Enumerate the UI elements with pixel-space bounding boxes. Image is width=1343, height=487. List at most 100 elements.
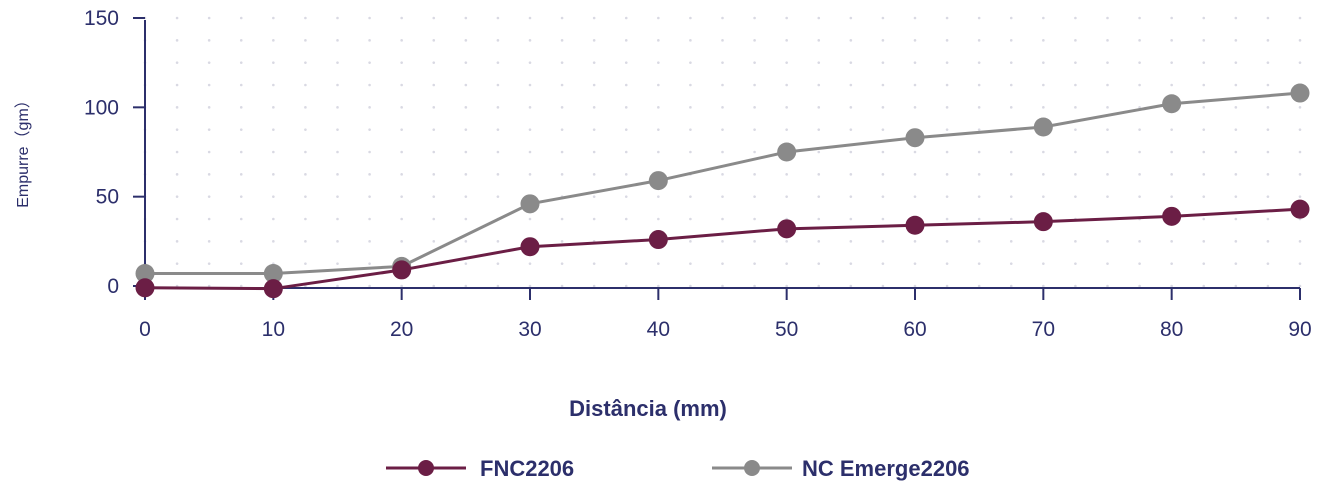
grid-dot bbox=[849, 61, 853, 64]
grid-dot bbox=[881, 128, 885, 131]
grid-dot bbox=[1202, 262, 1206, 265]
grid-dot bbox=[977, 195, 981, 198]
grid-dot bbox=[753, 195, 756, 198]
x-tick-label: 50 bbox=[775, 318, 798, 341]
grid-dot bbox=[368, 195, 371, 198]
grid-dot bbox=[400, 284, 403, 288]
grid-dot bbox=[945, 284, 949, 288]
data-point bbox=[520, 194, 540, 214]
grid-dot bbox=[1138, 284, 1141, 288]
grid-dot bbox=[881, 240, 885, 243]
grid-dot bbox=[753, 128, 756, 131]
grid-dot bbox=[560, 262, 564, 265]
grid-dot bbox=[1106, 173, 1109, 176]
grid-dot bbox=[207, 61, 211, 64]
grid-dot bbox=[753, 284, 756, 288]
grid-dot bbox=[721, 217, 724, 221]
grid-dot bbox=[592, 83, 596, 87]
grid-dot bbox=[689, 83, 692, 87]
grid-dot bbox=[1298, 128, 1302, 131]
grid-dot bbox=[881, 61, 885, 64]
grid-dot bbox=[1138, 16, 1141, 20]
grid-dot bbox=[432, 217, 436, 221]
grid-dot bbox=[592, 39, 596, 42]
grid-dot bbox=[560, 150, 564, 154]
grid-dot bbox=[368, 128, 371, 131]
grid-dot bbox=[1170, 195, 1173, 198]
grid-dot bbox=[528, 173, 532, 176]
legend-marker bbox=[418, 460, 434, 476]
grid-dot bbox=[977, 128, 981, 131]
grid-dot bbox=[624, 61, 628, 64]
grid-dot bbox=[336, 150, 339, 154]
grid-dot bbox=[1266, 262, 1270, 265]
grid-dot bbox=[881, 173, 885, 176]
grid-dot bbox=[175, 16, 179, 20]
grid-dot bbox=[207, 150, 211, 154]
grid-dot bbox=[1106, 195, 1109, 198]
grid-dot bbox=[657, 284, 660, 288]
grid-dot bbox=[913, 240, 917, 243]
grid-dot bbox=[304, 39, 307, 42]
grid-dot bbox=[849, 128, 853, 131]
y-ticks: 0 50 100 150 bbox=[84, 7, 145, 298]
grid-dot bbox=[913, 61, 917, 64]
grid-dot bbox=[624, 217, 628, 221]
grid-dot bbox=[496, 16, 500, 20]
grid-dot bbox=[1170, 16, 1173, 20]
grid-dot bbox=[400, 150, 403, 154]
grid-dot bbox=[945, 16, 949, 20]
grid-dot bbox=[239, 173, 243, 176]
grid-dot bbox=[657, 262, 660, 265]
grid-dot bbox=[1009, 39, 1013, 42]
grid-dot bbox=[753, 39, 756, 42]
grid-dot bbox=[657, 195, 660, 198]
grid-dot bbox=[368, 16, 371, 20]
grid-dot bbox=[239, 61, 243, 64]
grid-dot bbox=[817, 217, 821, 221]
grid-dot bbox=[721, 150, 724, 154]
grid-dot bbox=[721, 240, 724, 243]
grid-dot bbox=[657, 83, 660, 87]
grid-dot bbox=[464, 217, 468, 221]
series-line-1 bbox=[145, 91, 1301, 275]
grid-dot bbox=[464, 195, 468, 198]
grid-dot bbox=[977, 150, 981, 154]
y-axis-title: Empurre（gm） bbox=[14, 92, 32, 208]
grid-dot bbox=[1138, 39, 1141, 42]
grid-dot bbox=[785, 240, 788, 243]
grid-dot bbox=[336, 262, 339, 265]
grid-dot bbox=[1298, 195, 1302, 198]
grid-dot bbox=[817, 106, 821, 109]
grid-dot bbox=[1138, 61, 1141, 64]
grid-dot bbox=[560, 173, 564, 176]
grid-dot bbox=[592, 106, 596, 109]
grid-dot bbox=[881, 39, 885, 42]
grid-dot bbox=[689, 150, 692, 154]
grid-dot bbox=[272, 106, 275, 109]
grid-dot bbox=[496, 150, 500, 154]
grid-dot bbox=[272, 217, 275, 221]
grid-dot bbox=[560, 39, 564, 42]
grid-dot bbox=[1202, 217, 1206, 221]
data-point bbox=[135, 278, 155, 298]
grid-dot bbox=[1234, 217, 1238, 221]
grid-dot bbox=[1074, 16, 1077, 20]
grid-dot bbox=[1298, 173, 1302, 176]
grid-dot bbox=[175, 173, 179, 176]
grid-dot bbox=[1202, 83, 1206, 87]
grid-dot bbox=[721, 128, 724, 131]
grid-dot bbox=[1234, 39, 1238, 42]
y-tick-label: 50 bbox=[96, 186, 119, 209]
grid-dot bbox=[881, 217, 885, 221]
grid-dot bbox=[657, 61, 660, 64]
grid-dot bbox=[881, 83, 885, 87]
grid-dot bbox=[1202, 173, 1206, 176]
grid-dot bbox=[689, 284, 692, 288]
grid-dot bbox=[624, 83, 628, 87]
grid-dot bbox=[913, 106, 917, 109]
grid-dot bbox=[1202, 106, 1206, 109]
grid-dot bbox=[881, 16, 885, 20]
grid-dot bbox=[464, 39, 468, 42]
grid-dot bbox=[1298, 61, 1302, 64]
